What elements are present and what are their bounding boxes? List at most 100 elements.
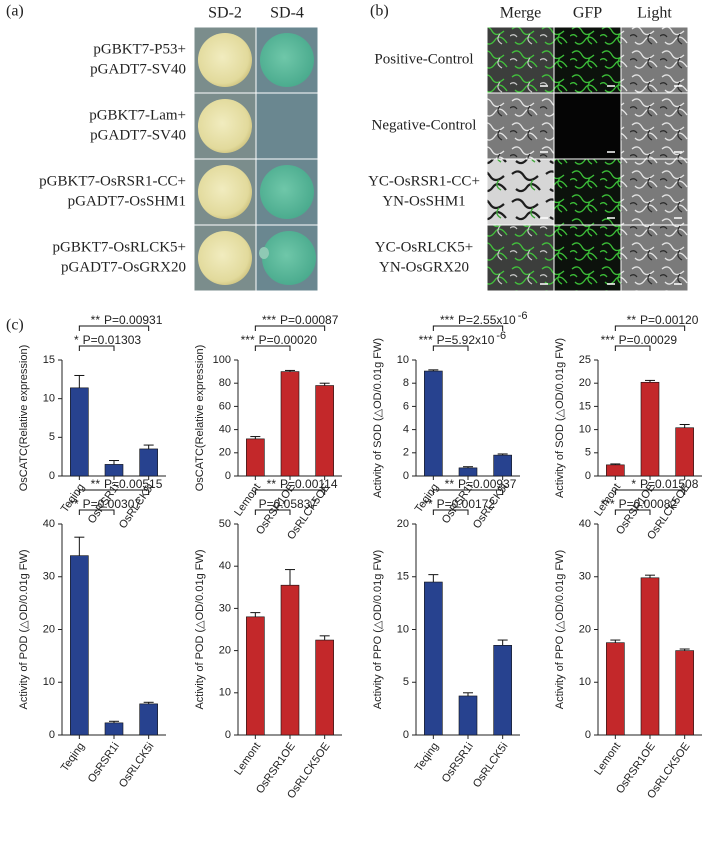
p-value: P=0.00931: [104, 313, 163, 327]
error-bar: [250, 436, 261, 439]
y-axis-label: OsCATC(Relative expression): [18, 345, 30, 492]
row-label: pGBKT7-OsRSR1-CC+: [39, 173, 186, 189]
x-tick-label: Lemont: [232, 741, 263, 778]
bar: [458, 695, 478, 736]
bar: [424, 370, 443, 477]
row-label: pGADT7-OsGRX20: [61, 259, 186, 275]
row-label: YC-OsRLCK5+: [375, 239, 473, 255]
p-exponent: -6: [496, 330, 506, 342]
significance-bracket: [432, 345, 469, 351]
y-tick-label: 0: [403, 729, 409, 741]
x-tick-label: OsRLCK5i: [117, 741, 157, 790]
micrograph: [621, 159, 688, 225]
panel-label: (c): [6, 317, 24, 334]
y-tick-label: 25: [579, 354, 591, 366]
significance-stars: ***: [419, 333, 433, 347]
y-tick-label: 40: [579, 518, 591, 530]
y-tick-label: 50: [219, 518, 231, 530]
p-value: P=0.05837: [259, 497, 318, 511]
y-tick-label: 10: [579, 676, 591, 688]
bar: [280, 371, 300, 477]
column-header: SD-4: [270, 5, 304, 22]
y-tick-label: 40: [43, 518, 55, 530]
colony: [198, 99, 252, 153]
y-tick-label: 0: [403, 470, 409, 482]
error-bar: [285, 369, 295, 372]
row-label: pGBKT7-Lam+: [89, 107, 186, 123]
y-tick-label: 30: [43, 571, 55, 583]
y-axis-label: OsCATC(Relative expression): [194, 345, 206, 492]
x-tick-label: OsRLCK5i: [471, 741, 511, 790]
p-value: P=0.00082: [619, 497, 678, 511]
colony: [260, 33, 314, 87]
error-bar: [645, 574, 655, 578]
bar: [424, 581, 443, 736]
y-tick-label: 6: [403, 400, 409, 412]
y-tick-label: 5: [403, 676, 409, 688]
p-value: P=0.00120: [640, 313, 699, 327]
column-header: Light: [637, 5, 672, 22]
bar: [70, 555, 89, 736]
significance-bracket: [432, 325, 504, 331]
colony: [198, 231, 252, 285]
error-bar: [428, 369, 439, 372]
y-tick-label: 30: [219, 602, 231, 614]
colony: [259, 247, 269, 259]
y-tick-label: 20: [219, 447, 231, 459]
plate-image: [256, 93, 318, 159]
bar: [70, 387, 89, 477]
p-value: P=0.00029: [619, 333, 678, 347]
significance-bracket: [432, 489, 504, 495]
significance-stars: **: [91, 313, 101, 327]
y-axis-label: Activity of PPO (△OD/0.01g FW): [554, 550, 566, 709]
y-tick-label: 40: [219, 424, 231, 436]
significance-stars: ***: [262, 313, 276, 327]
p-value: P=0.00087: [280, 313, 339, 327]
bar: [315, 385, 334, 477]
significance-bracket: [254, 489, 326, 495]
micrograph: [621, 93, 688, 159]
y-tick-label: 5: [49, 431, 55, 443]
p-value: P=0.00172: [437, 497, 496, 511]
y-axis-label: Activity of SOD (△OD/0.01g FW): [372, 338, 384, 498]
bar: [458, 467, 478, 477]
row-label: pGBKT7-P53+: [93, 41, 186, 57]
bar: [139, 448, 158, 477]
colony: [262, 231, 316, 285]
significance-stars: ***: [241, 333, 255, 347]
significance-bracket: [78, 509, 115, 515]
significance-stars: **: [91, 477, 101, 491]
significance-bracket: [254, 345, 291, 351]
error-bar: [463, 692, 473, 696]
bar: [246, 616, 265, 736]
y-tick-label: 20: [219, 645, 231, 657]
micrograph: [621, 225, 688, 291]
y-tick-label: 40: [219, 560, 231, 572]
micrograph: [621, 27, 688, 93]
p-value: P=0.01508: [640, 477, 699, 491]
error-bar: [428, 574, 439, 583]
p-value: P=0.00515: [104, 477, 163, 491]
y-tick-label: 0: [225, 729, 231, 741]
bar: [104, 722, 124, 736]
row-label: Negative-Control: [372, 117, 477, 133]
y-tick-label: 8: [403, 377, 409, 389]
significance-bracket: [432, 509, 469, 515]
x-tick-label: OsRSR1i: [86, 741, 122, 785]
error-bar: [319, 382, 330, 386]
y-tick-label: 15: [579, 400, 591, 412]
x-tick-label: Teqing: [413, 741, 441, 774]
y-tick-label: 20: [43, 623, 55, 635]
row-label: pGADT7-OsSHM1: [68, 193, 186, 209]
significance-bracket: [78, 325, 150, 331]
error-bar: [679, 648, 690, 651]
bar: [640, 381, 660, 477]
micrograph: [487, 27, 554, 93]
row-label: YC-OsRSR1-CC+: [368, 173, 480, 189]
error-bar: [319, 635, 330, 641]
row-label: pGADT7-SV40: [90, 61, 186, 77]
y-tick-label: 0: [225, 470, 231, 482]
y-tick-label: 20: [397, 518, 409, 530]
significance-bracket: [254, 325, 326, 331]
error-bar: [109, 720, 119, 723]
